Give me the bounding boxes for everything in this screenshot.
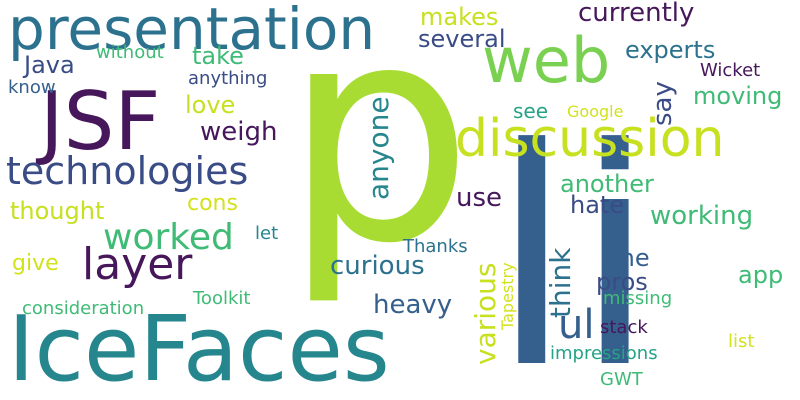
word-impressions: impressions — [550, 343, 658, 364]
word-layer: layer — [82, 239, 193, 290]
word-various: various — [469, 262, 502, 365]
word-worked: worked — [103, 217, 234, 258]
word-experts: experts — [625, 36, 716, 64]
word-anything: anything — [188, 68, 268, 89]
word-working: working — [650, 201, 754, 231]
word-curious: curious — [330, 251, 425, 281]
word-several: several — [418, 25, 506, 53]
word-google: Google — [567, 102, 624, 121]
word-makes: makes — [420, 3, 499, 31]
word-another: another — [560, 170, 654, 198]
word-hate: hate — [570, 191, 625, 219]
word-give: give — [12, 251, 59, 276]
word-say: say — [648, 81, 678, 126]
word-without: without — [96, 42, 164, 63]
word-thought: thought — [10, 197, 105, 225]
word-use: use — [456, 183, 503, 213]
word-love: love — [185, 91, 236, 119]
word-consideration: consideration — [22, 298, 145, 319]
word-java: Java — [24, 51, 75, 79]
word-thanks: Thanks — [403, 236, 468, 257]
word-li: li — [490, 85, 657, 400]
word-gwt: GWT — [600, 369, 643, 390]
word-presentation: presentation — [8, 0, 376, 63]
word-stack: stack — [600, 317, 648, 338]
word-list: list — [728, 331, 755, 352]
word-one: one — [605, 244, 650, 272]
word-wicket: Wicket — [700, 60, 761, 81]
word-cons: cons — [187, 191, 238, 216]
word-jsf: JSF — [40, 75, 161, 168]
word-toolkit: Toolkit — [193, 288, 251, 309]
word-pros: pros — [596, 268, 648, 296]
word-p: p — [283, 0, 474, 309]
word-heavy: heavy — [373, 290, 453, 320]
word-ul: ul — [558, 302, 595, 348]
word-let: let — [255, 223, 279, 244]
word-currently: currently — [578, 0, 695, 28]
word-know: know — [8, 77, 56, 98]
word-icefaces: IceFaces — [8, 297, 390, 400]
word-discussion: discussion — [455, 109, 725, 169]
word-app: app — [738, 261, 784, 289]
word-web: web — [482, 24, 611, 97]
word-missing: missing — [603, 288, 673, 309]
word-weigh: weigh — [200, 117, 278, 147]
word-see: see — [513, 99, 549, 123]
word-tapestry: Tapestry — [498, 262, 517, 330]
word-take: take — [192, 42, 244, 70]
word-anyone: anyone — [362, 96, 395, 200]
word-moving: moving — [693, 82, 783, 110]
word-think: think — [544, 247, 577, 318]
word-technologies: technologies — [6, 149, 249, 193]
